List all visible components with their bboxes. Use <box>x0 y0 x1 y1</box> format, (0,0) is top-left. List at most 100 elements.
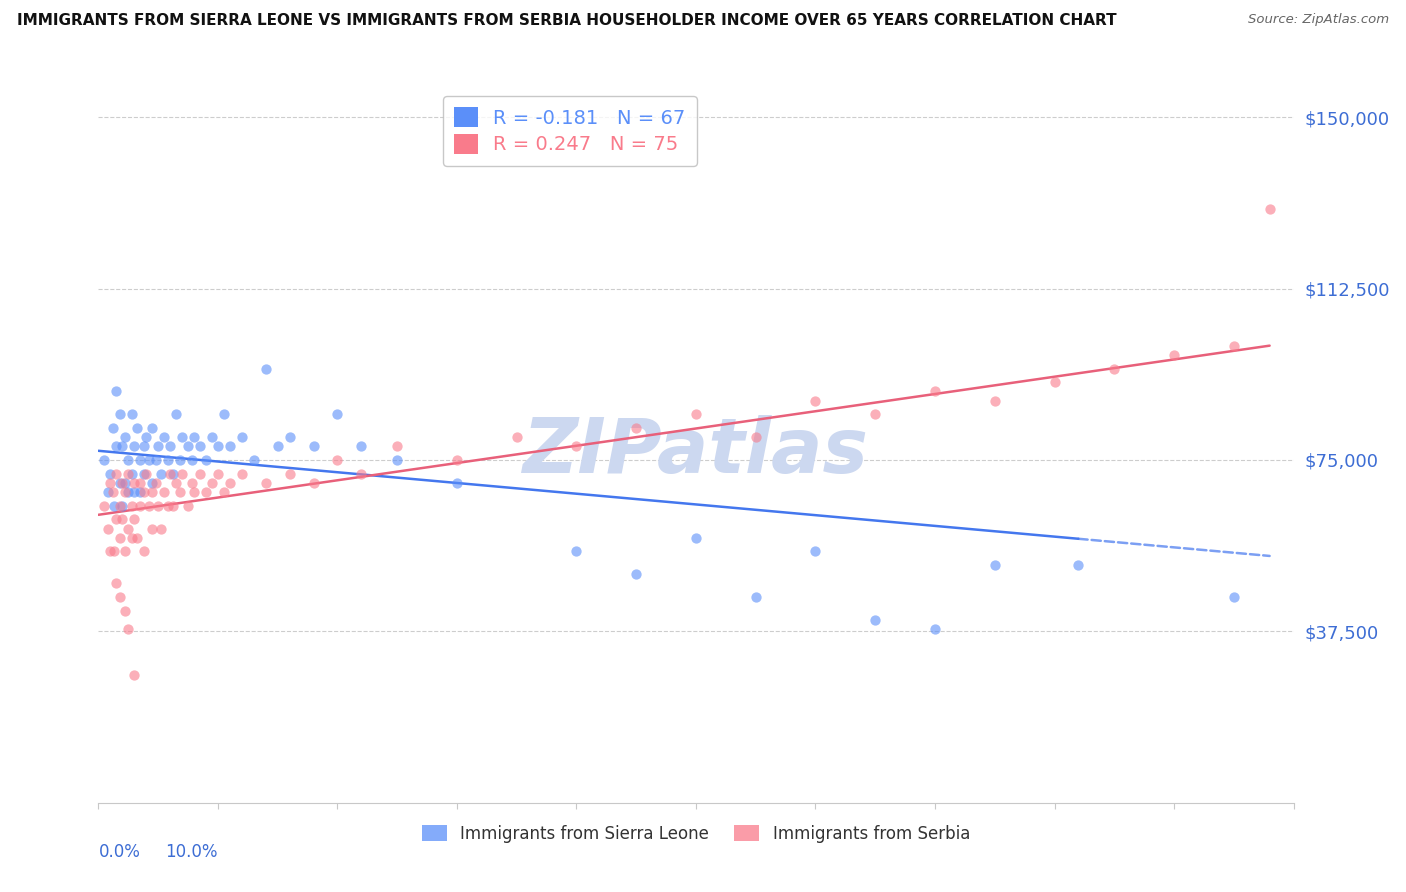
Point <box>278 467 301 481</box>
Point <box>865 613 887 627</box>
Point <box>111 499 134 513</box>
Point <box>148 439 170 453</box>
Point <box>108 531 131 545</box>
Point <box>103 499 125 513</box>
Point <box>114 430 136 444</box>
Point <box>105 384 128 399</box>
Point <box>267 439 290 453</box>
Point <box>685 531 707 545</box>
Point <box>117 622 139 636</box>
Point <box>162 499 184 513</box>
Point <box>138 499 160 513</box>
Point <box>212 484 235 499</box>
Point <box>129 499 152 513</box>
Point <box>117 453 139 467</box>
Point <box>121 467 143 481</box>
Point <box>446 453 468 467</box>
Point <box>326 453 349 467</box>
Point <box>93 453 115 467</box>
Point <box>148 499 170 513</box>
Point <box>114 544 136 558</box>
Point <box>188 439 211 453</box>
Point <box>124 439 146 453</box>
Point <box>1067 558 1090 573</box>
Point <box>201 475 224 490</box>
Point <box>165 475 187 490</box>
Point <box>1223 338 1246 352</box>
Point <box>156 499 179 513</box>
Point <box>149 521 172 535</box>
Point <box>924 384 946 399</box>
Point <box>188 467 211 481</box>
Point <box>141 421 163 435</box>
Point <box>212 407 235 421</box>
Point <box>117 484 139 499</box>
Point <box>207 439 229 453</box>
Point <box>103 544 125 558</box>
Point <box>201 430 224 444</box>
Text: IMMIGRANTS FROM SIERRA LEONE VS IMMIGRANTS FROM SERBIA HOUSEHOLDER INCOME OVER 6: IMMIGRANTS FROM SIERRA LEONE VS IMMIGRAN… <box>17 13 1116 29</box>
Point <box>135 467 157 481</box>
Point <box>114 475 136 490</box>
Point <box>108 590 131 604</box>
Point <box>565 544 588 558</box>
Legend: Immigrants from Sierra Leone, Immigrants from Serbia: Immigrants from Sierra Leone, Immigrants… <box>415 818 977 849</box>
Point <box>129 453 152 467</box>
Point <box>350 439 373 453</box>
Point <box>565 439 588 453</box>
Point <box>180 453 202 467</box>
Point <box>114 604 136 618</box>
Point <box>302 439 325 453</box>
Point <box>153 430 176 444</box>
Point <box>125 531 148 545</box>
Point <box>145 475 167 490</box>
Point <box>326 407 349 421</box>
Point <box>177 499 200 513</box>
Point <box>350 467 373 481</box>
Point <box>141 521 163 535</box>
Point <box>93 499 115 513</box>
Point <box>745 590 768 604</box>
Point <box>135 430 157 444</box>
Point <box>132 484 155 499</box>
Point <box>117 467 139 481</box>
Point <box>183 430 205 444</box>
Point <box>153 484 176 499</box>
Point <box>302 475 325 490</box>
Point <box>1163 348 1185 362</box>
Point <box>165 407 187 421</box>
Point <box>172 467 194 481</box>
Point <box>169 453 191 467</box>
Point <box>626 567 648 582</box>
Point <box>145 453 167 467</box>
Point <box>117 521 139 535</box>
Point <box>105 467 128 481</box>
Point <box>924 622 946 636</box>
Point <box>101 484 124 499</box>
Point <box>121 407 143 421</box>
Point <box>124 475 146 490</box>
Point <box>108 499 131 513</box>
Point <box>129 475 152 490</box>
Point <box>132 467 155 481</box>
Point <box>132 544 155 558</box>
Point <box>98 475 122 490</box>
Point <box>219 439 242 453</box>
Point <box>124 667 146 681</box>
Point <box>108 407 131 421</box>
Point <box>159 439 181 453</box>
Point <box>111 439 134 453</box>
Point <box>141 484 163 499</box>
Point <box>114 484 136 499</box>
Point <box>1258 202 1281 216</box>
Point <box>108 475 131 490</box>
Text: 10.0%: 10.0% <box>166 843 218 861</box>
Point <box>129 484 152 499</box>
Point <box>685 407 707 421</box>
Point <box>132 439 155 453</box>
Point <box>506 430 529 444</box>
Point <box>1104 361 1126 376</box>
Point <box>183 484 205 499</box>
Point <box>195 484 218 499</box>
Point <box>865 407 887 421</box>
